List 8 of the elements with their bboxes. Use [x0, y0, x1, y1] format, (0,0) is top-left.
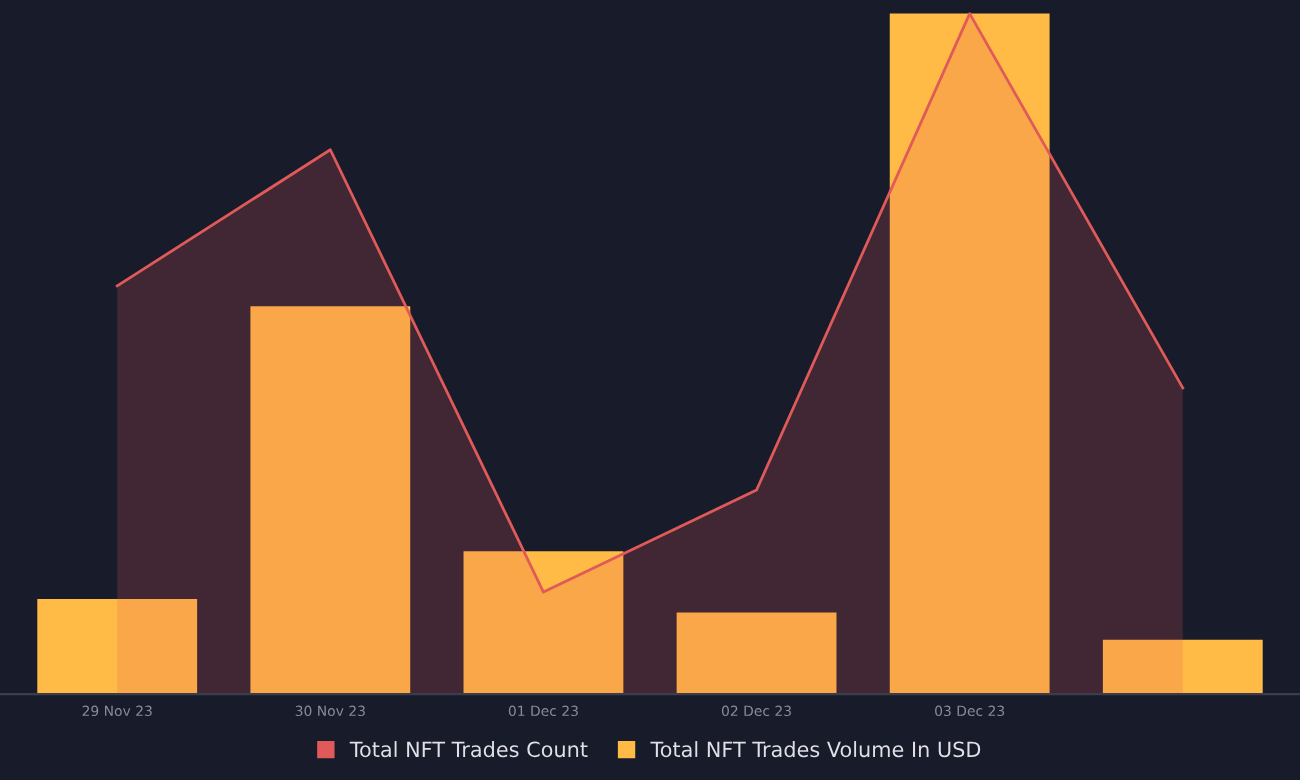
bar [1102, 639, 1263, 695]
bar [37, 598, 198, 695]
legend-label: Total NFT Trades Volume In USD [650, 741, 981, 758]
bar [889, 13, 1050, 695]
bar [250, 306, 411, 695]
bar [463, 551, 624, 695]
bar [676, 612, 837, 695]
legend-label: Total NFT Trades Count [349, 741, 588, 758]
